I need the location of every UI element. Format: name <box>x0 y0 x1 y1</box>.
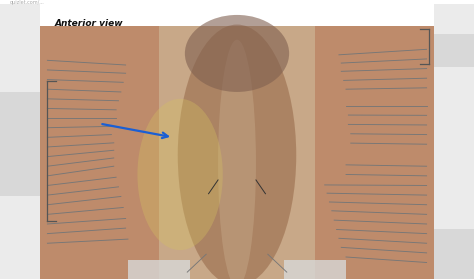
Bar <box>128 260 190 279</box>
Text: quizlet.com/...: quizlet.com/... <box>9 0 44 5</box>
Bar <box>40 26 434 279</box>
Bar <box>434 34 474 67</box>
Bar <box>434 230 474 279</box>
Ellipse shape <box>178 25 296 279</box>
Bar <box>0 4 40 279</box>
Bar <box>315 26 434 279</box>
Bar <box>0 92 40 196</box>
Text: Anterior view: Anterior view <box>55 19 123 28</box>
Ellipse shape <box>185 15 289 92</box>
Ellipse shape <box>137 99 223 250</box>
Bar <box>40 26 159 279</box>
Ellipse shape <box>218 40 256 279</box>
Bar <box>434 4 474 279</box>
Bar <box>284 260 346 279</box>
